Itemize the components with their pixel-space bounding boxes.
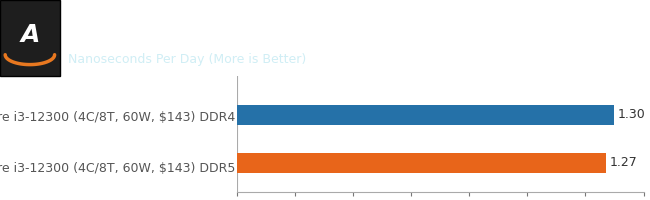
Text: (2-5) NAMD ApoA1 Simulation: (2-5) NAMD ApoA1 Simulation — [68, 14, 420, 34]
Bar — [237, 153, 606, 173]
Text: Nanoseconds Per Day (More is Better): Nanoseconds Per Day (More is Better) — [68, 53, 306, 66]
FancyBboxPatch shape — [0, 0, 60, 76]
Text: A: A — [20, 23, 40, 47]
Text: 1.30: 1.30 — [618, 108, 645, 121]
Text: Intel Core i3-12300 (4C/8T, 60W, $143) DDR4: Intel Core i3-12300 (4C/8T, 60W, $143) D… — [0, 111, 235, 124]
Text: Intel Core i3-12300 (4C/8T, 60W, $143) DDR5: Intel Core i3-12300 (4C/8T, 60W, $143) D… — [0, 162, 235, 176]
Bar — [237, 105, 614, 125]
Text: 1.27: 1.27 — [609, 156, 637, 170]
